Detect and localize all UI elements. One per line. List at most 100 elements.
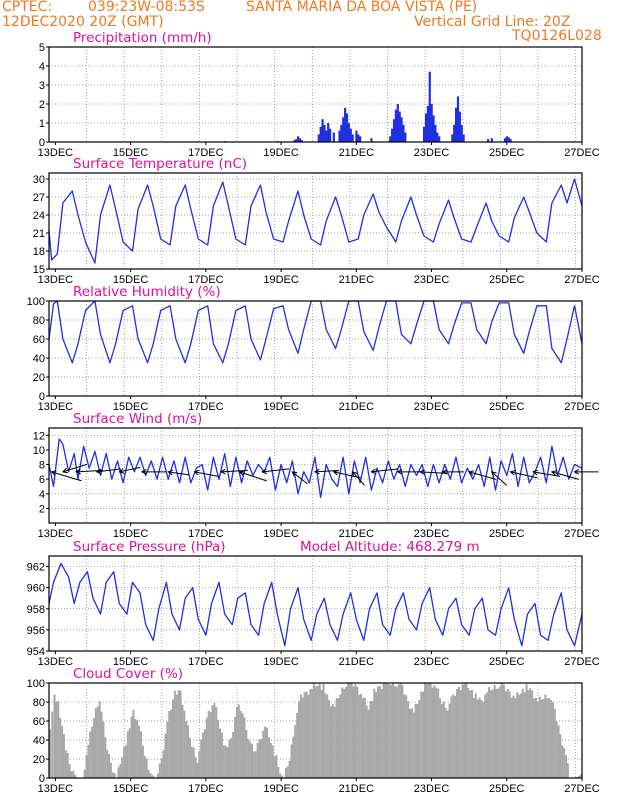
cloud-bar bbox=[467, 688, 470, 778]
cloud-bar bbox=[472, 697, 475, 778]
precip-bar bbox=[297, 136, 300, 142]
precip-bar bbox=[430, 104, 433, 142]
cloud-bar bbox=[232, 731, 235, 778]
cloud-bar bbox=[94, 708, 97, 778]
cloud-bar bbox=[519, 693, 522, 778]
cloud-bar bbox=[87, 744, 90, 778]
cloud-bar bbox=[249, 741, 252, 778]
precip-bar bbox=[317, 134, 320, 142]
wind-arrow-head bbox=[61, 467, 68, 474]
cloud-bar bbox=[124, 745, 127, 778]
y-tick-label: 24 bbox=[33, 210, 45, 222]
precip-bar bbox=[402, 124, 405, 142]
x-tick-label: 15DEC bbox=[113, 401, 149, 413]
cloud-bar bbox=[523, 692, 526, 778]
precip-bar bbox=[490, 138, 493, 142]
cloud-bar bbox=[235, 706, 238, 778]
y-tick-label: 20 bbox=[33, 754, 45, 766]
cloud-bar bbox=[380, 689, 383, 778]
cloud-bar bbox=[337, 698, 340, 778]
precip-bar bbox=[400, 117, 403, 142]
wind-arrow bbox=[96, 468, 121, 473]
cloud-bar bbox=[290, 744, 293, 778]
cloud-bar bbox=[64, 750, 67, 778]
cloud-bar bbox=[525, 683, 528, 778]
cloud-bar bbox=[194, 757, 197, 778]
x-tick-label: 25DEC bbox=[489, 274, 525, 286]
cloud-bar bbox=[264, 726, 267, 778]
cloud-bar bbox=[521, 688, 524, 778]
precip-bar bbox=[392, 119, 396, 142]
cloud-bar bbox=[299, 694, 302, 778]
cloud-bar bbox=[192, 747, 195, 778]
x-tick-label: 23DEC bbox=[414, 401, 450, 413]
wind-arrow-head bbox=[193, 469, 200, 476]
cloud-bar bbox=[211, 705, 214, 778]
cloud-bar bbox=[160, 758, 163, 778]
cloud-bar bbox=[536, 702, 539, 778]
cloud-bar bbox=[561, 745, 564, 778]
precip-bar bbox=[293, 140, 296, 142]
cloud-bar bbox=[72, 770, 75, 778]
cloud-bar bbox=[482, 701, 485, 778]
precip-bar bbox=[359, 136, 362, 142]
cloud-bar bbox=[188, 737, 191, 778]
x-tick-label: 19DEC bbox=[263, 528, 299, 540]
cloud-bar bbox=[555, 721, 558, 778]
wind-arrow-head bbox=[351, 471, 358, 477]
cloud-bar bbox=[565, 755, 568, 778]
plot-frame bbox=[48, 427, 583, 524]
cloud-bar bbox=[104, 737, 107, 778]
precip-bar bbox=[458, 111, 461, 142]
cloud-bar bbox=[286, 766, 289, 778]
precip-bar bbox=[357, 134, 360, 142]
wind-arrow-head bbox=[50, 470, 57, 476]
cloud-bar bbox=[548, 698, 551, 778]
cloud-bar bbox=[422, 691, 425, 778]
wind-arrow-head bbox=[219, 468, 226, 475]
cloud-bar bbox=[70, 771, 73, 778]
precip-bar bbox=[423, 126, 426, 142]
cloud-bar bbox=[461, 684, 464, 778]
cloud-bar bbox=[123, 746, 126, 778]
cloud-bar bbox=[397, 684, 400, 778]
cloud-bar bbox=[271, 745, 274, 778]
cloud-bar bbox=[111, 772, 114, 778]
y-tick-label: 21 bbox=[33, 228, 45, 240]
cloud-bar bbox=[173, 690, 176, 778]
x-tick-label: 27DEC bbox=[564, 656, 600, 668]
cloud-bar bbox=[557, 725, 560, 778]
y-tick-label: 3 bbox=[39, 80, 45, 92]
cloud-bar bbox=[166, 721, 169, 778]
cloud-bar bbox=[59, 717, 62, 778]
cloud-bar bbox=[459, 689, 462, 778]
x-tick-label: 13DEC bbox=[38, 147, 74, 159]
cloud-bar bbox=[226, 747, 229, 778]
wind-arrow bbox=[491, 471, 508, 486]
x-tick-label: 17DEC bbox=[188, 783, 224, 795]
cloud-bar bbox=[431, 687, 434, 778]
cloud-bar bbox=[416, 703, 419, 778]
cloud-bar bbox=[168, 711, 171, 778]
precip-bar bbox=[355, 130, 358, 142]
panel-1 bbox=[46, 172, 583, 272]
x-tick-label: 13DEC bbox=[38, 401, 74, 413]
wind-arrow-head bbox=[441, 469, 448, 475]
precip-bar bbox=[345, 113, 349, 142]
cloud-bar bbox=[61, 725, 64, 778]
x-tick-label: 15DEC bbox=[113, 783, 149, 795]
wind-arrow-head bbox=[332, 469, 339, 476]
cloud-bar bbox=[474, 693, 477, 778]
y-tick-label: 8 bbox=[39, 460, 45, 472]
plot-frame bbox=[48, 300, 583, 397]
cloud-bar bbox=[542, 699, 545, 778]
cloud-bar bbox=[252, 751, 255, 778]
cloud-bar bbox=[228, 740, 231, 778]
cloud-bar bbox=[83, 769, 86, 778]
x-tick-label: 21DEC bbox=[339, 528, 375, 540]
wind-arrow bbox=[469, 471, 497, 480]
cloud-bar bbox=[531, 690, 534, 778]
cloud-bar bbox=[213, 702, 216, 778]
cloud-bar bbox=[151, 774, 154, 778]
x-tick-label: 23DEC bbox=[414, 528, 450, 540]
